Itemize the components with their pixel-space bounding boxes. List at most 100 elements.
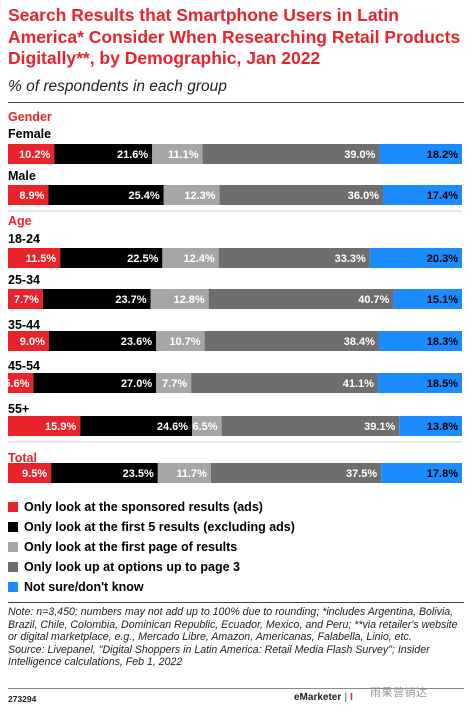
legend-item: Only look at the sponsored results (ads) [8, 497, 448, 517]
bar-segment [221, 416, 400, 436]
bar-segment [8, 331, 49, 351]
bar-segment [54, 144, 153, 164]
note-block: Note: n=3,450; numbers may not add up to… [8, 606, 463, 669]
data-label: 17.8% [427, 468, 458, 480]
row-label: 25-34 [8, 273, 40, 287]
data-label: 23.7% [115, 294, 146, 306]
legend-label: Not sure/don't know [24, 580, 144, 594]
data-label: 18.5% [427, 378, 458, 390]
legend-label: Only look at the first 5 results (exclud… [24, 520, 295, 534]
chart-subtitle: % of respondents in each group [8, 78, 227, 95]
legend-swatch [8, 542, 18, 552]
bar-segment [42, 289, 151, 309]
brand-logo: eMarketer | I [294, 692, 353, 703]
bar-segment [192, 416, 222, 436]
data-label: 39.0% [344, 149, 375, 161]
data-label: 15.1% [427, 294, 458, 306]
bar-segment [393, 289, 462, 309]
bar-segment [208, 289, 394, 309]
legend-item: Only look at the first 5 results (exclud… [8, 517, 448, 537]
data-label: 5.6% [4, 378, 29, 390]
legend-item: Only look up at options up to page 3 [8, 557, 448, 577]
bar-segment [51, 463, 158, 483]
bar-segment [8, 373, 34, 393]
data-label: 10.7% [169, 336, 200, 348]
data-label: 22.5% [127, 253, 158, 265]
bar-segment [378, 331, 462, 351]
note-text: Note: n=3,450; numbers may not add up to… [8, 606, 458, 644]
bar-segment [219, 185, 383, 205]
bar-segment [377, 373, 462, 393]
note-divider [8, 602, 464, 603]
data-label: 36.0% [348, 190, 379, 202]
bar-segment [8, 463, 52, 483]
data-label: 37.5% [346, 468, 377, 480]
data-label: 40.7% [358, 294, 389, 306]
data-label: 11.7% [176, 468, 207, 480]
bar-segment [48, 331, 156, 351]
bar-segment [202, 144, 380, 164]
bar-segment [218, 248, 370, 268]
data-label: 15.9% [45, 421, 76, 433]
data-label: 20.3% [427, 253, 458, 265]
bar-segment [80, 416, 193, 436]
bar-segment [383, 185, 462, 205]
row-label: Male [8, 169, 36, 183]
bar-segment [163, 185, 220, 205]
data-label: 9.5% [22, 468, 47, 480]
bar-segment [150, 289, 209, 309]
bar-segment [8, 248, 61, 268]
bar-segment [8, 144, 55, 164]
data-label: 39.1% [364, 421, 395, 433]
legend-swatch [8, 522, 18, 532]
data-label: 18.2% [427, 149, 458, 161]
footer-divider [8, 688, 464, 689]
row-label: 45-54 [8, 359, 40, 373]
bar-segment [8, 416, 81, 436]
chart-id: 273294 [8, 694, 37, 704]
data-label: 7.7% [14, 294, 39, 306]
bar-segment [8, 185, 49, 205]
data-label: 24.6% [157, 421, 188, 433]
bar-segment [33, 373, 157, 393]
bar-segment [379, 144, 462, 164]
data-label: 8.9% [19, 190, 44, 202]
data-label: 12.4% [183, 253, 214, 265]
bar-segment [191, 373, 378, 393]
source-text: Source: Livepanel, "Digital Shoppers in … [8, 643, 430, 669]
brand-name: eMarketer [294, 692, 342, 703]
legend-item: Only look at the first page of results [8, 537, 448, 557]
data-label: 41.1% [343, 378, 374, 390]
data-label: 23.6% [121, 336, 152, 348]
bar-segment [60, 248, 163, 268]
bar-segment [381, 463, 462, 483]
data-label: 11.5% [26, 253, 57, 265]
data-label: 23.5% [123, 468, 154, 480]
data-label: 25.4% [129, 190, 160, 202]
legend-swatch [8, 502, 18, 512]
row-label: 55+ [8, 402, 29, 416]
top-divider [8, 102, 464, 103]
legend-label: Only look up at options up to page 3 [24, 560, 240, 574]
legend-label: Only look at the first page of results [24, 540, 238, 554]
data-label: 10.2% [19, 149, 50, 161]
legend-item: Not sure/don't know [8, 577, 448, 597]
watermark: 雨果营销达 [370, 687, 428, 699]
data-label: 11.1% [168, 149, 199, 161]
row-label: Female [8, 127, 51, 141]
group-label-0: Gender [8, 110, 52, 124]
row-label: 35-44 [8, 318, 40, 332]
legend-label: Only look at the sponsored results (ads) [24, 500, 263, 514]
bar-segment [204, 331, 379, 351]
bar-segment [156, 331, 205, 351]
group-label-1: Age [8, 214, 32, 228]
bar-segment [152, 144, 203, 164]
legend-swatch [8, 582, 18, 592]
bar-segment [399, 416, 462, 436]
stacked-bar-chart: Gender Female 10.2% 21.6% 11.1% 39.0% 18.2% Mal… [4, 110, 462, 483]
legend: Only look at the sponsored results (ads)… [8, 497, 448, 597]
bar-segment [157, 463, 211, 483]
data-label: 33.3% [335, 253, 366, 265]
bar-segment [156, 373, 192, 393]
bar-segment [48, 185, 164, 205]
